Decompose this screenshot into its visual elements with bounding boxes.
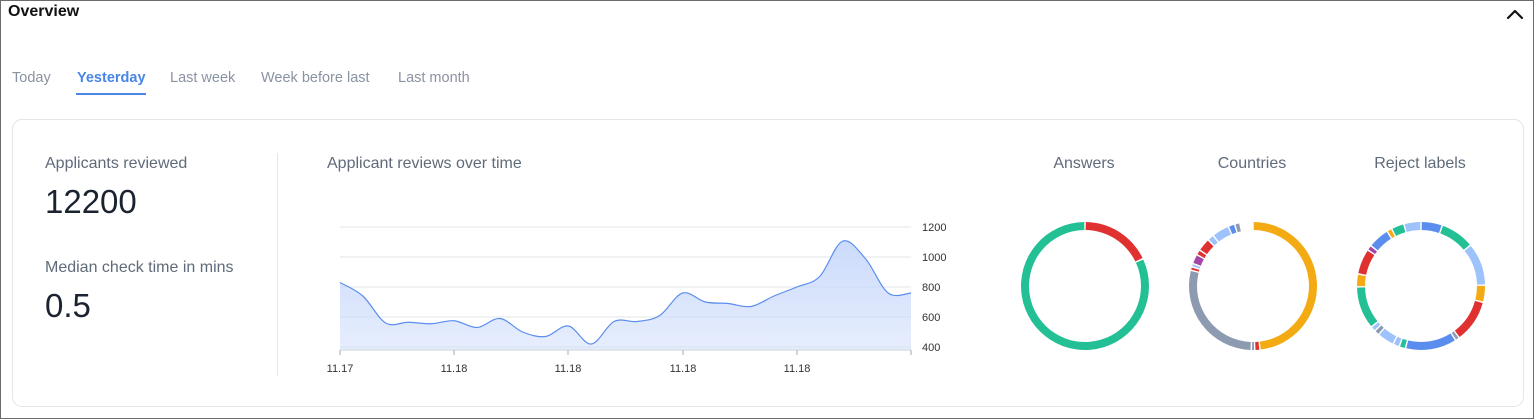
panel-title: Overview <box>8 3 80 20</box>
donut-slice <box>1404 222 1421 232</box>
tab-yesterday[interactable]: Yesterday <box>77 70 146 86</box>
donut-slice <box>1357 287 1378 327</box>
series-line <box>339 240 912 345</box>
donut-slice <box>1394 336 1402 346</box>
donut-slice <box>1371 232 1391 251</box>
donut-slice <box>1193 255 1204 266</box>
donut-slice <box>1464 245 1485 285</box>
donut-slice <box>1229 224 1237 235</box>
donut-slice <box>1451 331 1459 340</box>
countries-title: Countries <box>1217 155 1287 172</box>
donut-slice <box>1387 229 1395 239</box>
donut-slice <box>1252 341 1254 350</box>
donut-slice <box>1392 224 1406 236</box>
donut-slice <box>1240 222 1253 232</box>
donut-slice <box>1400 338 1407 348</box>
donut-slice <box>1372 322 1381 331</box>
donut-slice <box>1255 341 1260 350</box>
answers-title: Answers <box>1053 155 1115 172</box>
line-chart-title: Applicant reviews over time <box>327 155 522 172</box>
donut-slice <box>1375 325 1384 334</box>
donut-slice <box>1357 274 1366 287</box>
y-tick-label: 1000 <box>922 252 946 264</box>
x-tick-label: 11.18 <box>784 363 811 375</box>
applicants-reviewed-value: 12200 <box>45 183 137 220</box>
answers-donut <box>1021 222 1149 350</box>
y-tick-label: 800 <box>922 282 940 294</box>
donut-slice <box>1454 300 1483 338</box>
x-tick-label: 11.17 <box>327 363 354 375</box>
stats-divider <box>277 153 278 376</box>
donut-slice <box>1358 250 1375 275</box>
donut-slice <box>1440 225 1470 250</box>
donut-slice <box>1200 240 1214 255</box>
area-fill <box>340 240 911 350</box>
donut-slice <box>1406 333 1455 350</box>
tab-today[interactable]: Today <box>12 70 51 86</box>
donut-slice <box>1368 246 1377 255</box>
donut-slice <box>1191 267 1200 272</box>
median-check-time-value: 0.5 <box>45 287 91 324</box>
donut-slice <box>1379 328 1397 344</box>
donut-slice <box>1421 222 1442 233</box>
reject-labels-title: Reject labels <box>1374 155 1466 172</box>
y-tick-label: 1200 <box>922 222 946 234</box>
donut-slice <box>1235 223 1241 233</box>
tab-week-before-last[interactable]: Week before last <box>261 70 370 86</box>
donut-slice <box>1189 271 1251 350</box>
stats-card <box>12 119 1524 407</box>
donut-slice <box>1475 285 1485 302</box>
active-tab-indicator <box>76 93 146 95</box>
donut-slice <box>1208 236 1218 246</box>
x-tick-label: 11.18 <box>441 363 468 375</box>
y-tick-label: 600 <box>922 312 940 324</box>
donut-slice <box>1197 250 1207 259</box>
tab-last-month[interactable]: Last month <box>398 70 470 86</box>
countries-donut <box>1189 222 1317 350</box>
applicant-reviews-chart: 400 600 800 1000 1200 11.17 11.18 11.18 11.18 11.… <box>327 222 947 375</box>
collapse-chevron-icon[interactable] <box>1504 5 1526 23</box>
donut-slice <box>1085 222 1143 262</box>
applicants-reviewed-label: Applicants reviewed <box>45 155 188 172</box>
median-check-time-label: Median check time in mins <box>45 259 234 276</box>
x-tick-label: 11.18 <box>555 363 582 375</box>
tab-last-week[interactable]: Last week <box>170 70 236 86</box>
donut-slice <box>1192 264 1201 269</box>
donut-slice <box>1213 227 1231 242</box>
x-tick-label: 11.18 <box>670 363 697 375</box>
donut-slice <box>1253 222 1317 350</box>
reject-labels-donut <box>1357 222 1485 350</box>
y-tick-label: 400 <box>922 342 940 354</box>
